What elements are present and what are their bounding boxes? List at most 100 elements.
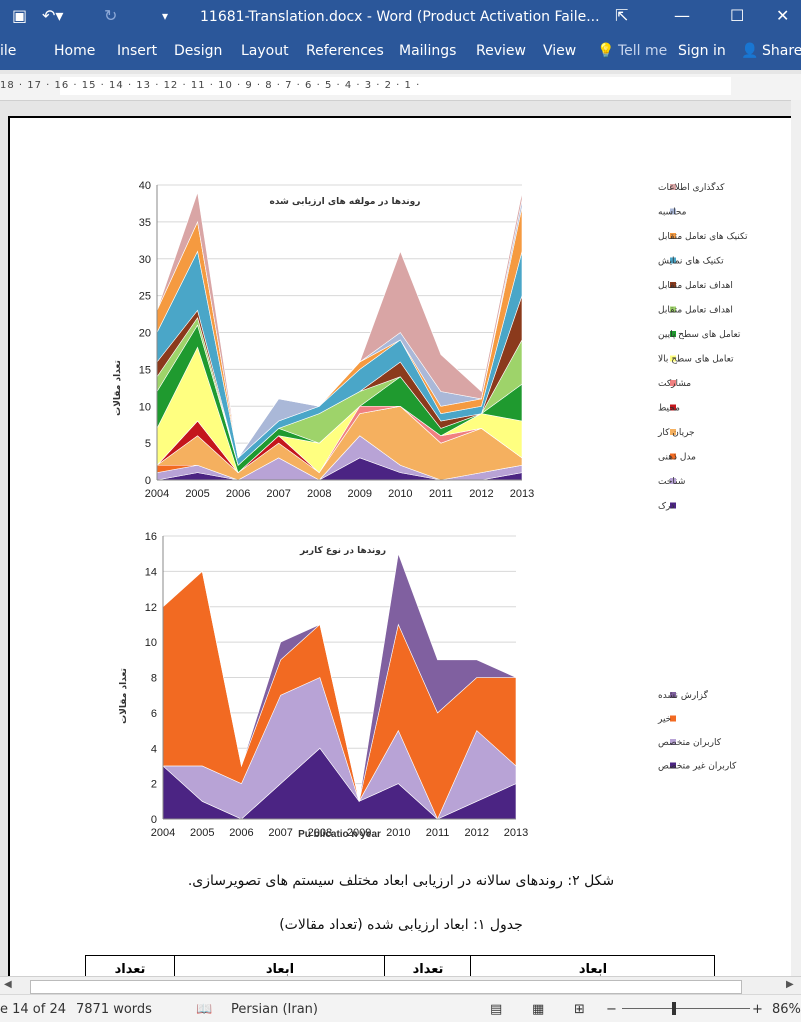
tab-home[interactable]: Home [54, 43, 96, 59]
legend-swatch [670, 257, 676, 264]
x-tick-label: 2007 [268, 827, 292, 839]
zoom-level[interactable]: 86% [772, 1002, 801, 1017]
x-tick-label: 2013 [504, 827, 528, 839]
word-count[interactable]: 7871 words [76, 1002, 152, 1017]
zoom-slider[interactable] [672, 1002, 676, 1015]
horizontal-scrollbar[interactable]: ◀ ▶ [0, 976, 801, 995]
tab-mailings[interactable]: Mailings [399, 43, 457, 59]
y-tick-label: 30 [139, 254, 151, 266]
x-tick-label: 2009 [348, 488, 372, 500]
tab-review[interactable]: Review [476, 43, 526, 59]
tab-insert[interactable]: Insert [117, 43, 158, 59]
title-bar: ▣ ↶▾ ↻ ▾ 11681-Translation.docx - Word (… [0, 0, 801, 34]
y-tick-label: 14 [145, 566, 157, 578]
tab-view[interactable]: View [543, 43, 577, 59]
y-axis-label: تعداد مقالات [119, 668, 129, 724]
legend-swatch [670, 762, 676, 769]
y-tick-label: 4 [151, 743, 157, 755]
legend-label: مدل ذهنی [658, 453, 696, 463]
legend-label: اهداف تعامل متقابل [658, 281, 733, 291]
zoom-out-icon[interactable]: − [606, 1002, 617, 1017]
table-header-cell: ابعاد [470, 956, 715, 978]
x-tick-label: 2009 [347, 827, 371, 839]
chart-title: روندها در نوع کاربر [299, 546, 386, 556]
x-tick-label: 2013 [510, 488, 534, 500]
legend-label: تعامل های سطح پایین [658, 330, 741, 340]
save-icon[interactable]: ▣ [12, 6, 28, 25]
chart-title: روندها در مولفه های ارزیابی شده [270, 197, 421, 207]
dimensions-table: تعداد ابعاد تعداد ابعاد [85, 955, 715, 978]
legend-label: خیر [657, 715, 671, 725]
read-mode-icon[interactable]: ▤ [490, 1002, 503, 1017]
x-tick-label: 2006 [226, 488, 250, 500]
tab-references[interactable]: References [306, 43, 384, 59]
x-tick-label: 2012 [469, 488, 493, 500]
scroll-right-icon[interactable]: ▶ [786, 979, 794, 990]
y-tick-label: 0 [145, 475, 151, 487]
y-axis-label: تعداد مقالات [113, 360, 123, 416]
close-icon[interactable]: ✕ [776, 6, 790, 25]
legend-swatch [670, 331, 676, 337]
table-header-cell: تعداد [384, 956, 471, 978]
y-tick-label: 25 [139, 291, 151, 303]
y-tick-label: 40 [139, 180, 151, 192]
legend-swatch [670, 208, 676, 215]
language-indicator[interactable]: Persian (Iran) [231, 1002, 318, 1017]
zoom-in-icon[interactable]: + [752, 1002, 763, 1017]
scroll-thumb[interactable] [30, 980, 742, 994]
legend-label: جریان کار [657, 428, 695, 438]
share-button[interactable]: Share [762, 43, 801, 59]
document-page[interactable]: 0 5 10 15 20 25 30 35 40 2004 2005 2006 2007 2008 2009… [8, 116, 794, 980]
redo-icon[interactable]: ↻ [104, 6, 118, 25]
lightbulb-icon[interactable]: 💡 [597, 43, 615, 59]
ribbon-display-icon[interactable]: ⇱ [615, 6, 629, 25]
ruler-text-area [60, 77, 731, 95]
y-tick-label: 16 [145, 531, 157, 543]
page-counter[interactable]: e 14 of 24 [0, 1002, 67, 1017]
x-tick-label: 2011 [429, 488, 453, 500]
legend-label: کدگذاری اطلاعات [658, 181, 725, 193]
x-tick-label: 2010 [388, 488, 412, 500]
legend-label: شناخت [658, 477, 685, 487]
legend-label: محاسبه [658, 208, 687, 218]
maximize-icon[interactable]: ☐ [730, 6, 745, 25]
zoom-track[interactable] [622, 1008, 750, 1009]
y-tick-label: 5 [145, 438, 151, 450]
x-tick-label: 2008 [307, 488, 331, 500]
tab-file[interactable]: ile [0, 43, 17, 59]
y-tick-label: 6 [151, 708, 157, 720]
table-header-cell: ابعاد [174, 956, 385, 978]
legend-swatch [670, 502, 676, 509]
legend-swatch [670, 355, 676, 362]
scroll-left-icon[interactable]: ◀ [4, 979, 12, 990]
y-tick-label: 2 [151, 779, 157, 791]
x-tick-label: 2011 [426, 827, 450, 839]
legend-swatch [670, 739, 676, 745]
vertical-scrollbar[interactable] [791, 100, 801, 976]
share-icon[interactable]: 👤 [741, 43, 759, 59]
tab-design[interactable]: Design [174, 43, 223, 59]
horizontal-ruler[interactable]: 18 · 17 · 16 · 15 · 14 · 13 · 12 · 11 · … [0, 74, 801, 101]
legend-swatch [670, 404, 676, 411]
sign-in-link[interactable]: Sign in [678, 43, 726, 59]
tell-me-search[interactable]: Tell me [618, 43, 668, 59]
web-layout-icon[interactable]: ⊞ [574, 1002, 585, 1017]
y-tick-label: 35 [139, 217, 151, 229]
minimize-icon[interactable]: — [674, 6, 690, 25]
proofing-icon[interactable]: 📖 [196, 1002, 213, 1017]
table-caption: جدول ۱: ابعاد ارزیابی شده (تعداد مقالات) [279, 917, 523, 933]
figure-caption: شکل ۲: روندهای سالانه در ارزیابی ابعاد م… [187, 873, 615, 889]
print-layout-icon[interactable]: ▦ [532, 1002, 545, 1017]
legend-swatch [670, 184, 676, 190]
x-axis-label: Pu blicatio n year [298, 829, 381, 840]
legend-swatch [670, 282, 676, 288]
ribbon-tabs: ile Home Insert Design Layout References… [0, 34, 801, 70]
legend-label: درک [658, 501, 674, 512]
customize-toolbar-icon[interactable]: ▾ [162, 9, 169, 23]
tab-layout[interactable]: Layout [241, 43, 289, 59]
undo-icon[interactable]: ↶▾ [42, 6, 64, 25]
legend-label: کاربران غیر متخصص [658, 762, 737, 772]
area-series [156, 192, 523, 459]
legend-label: کاربران متخصص [658, 738, 722, 748]
